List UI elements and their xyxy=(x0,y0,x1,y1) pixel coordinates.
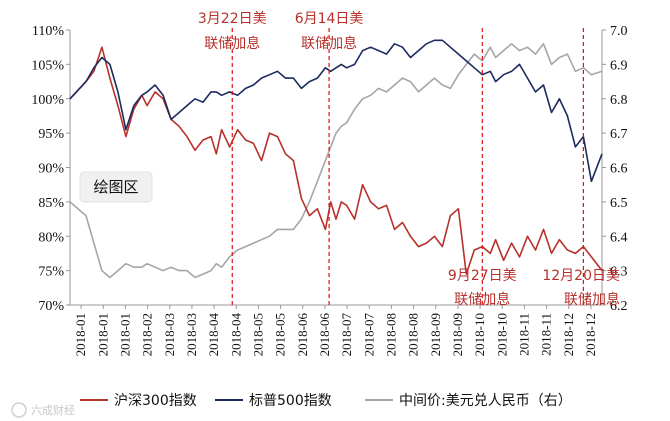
y-right-tick-label: 6.3 xyxy=(610,265,628,280)
y-left-tick-label: 90% xyxy=(38,162,64,177)
x-tick-label: 2018-01 xyxy=(73,313,88,356)
axes: 70% 75% 80% 85% 90% 95% 100% 105% 110% 6.2 6.3 6.4 6… xyxy=(31,24,627,356)
event-label-date: 9月27日美 xyxy=(448,268,517,284)
legend-label-1: 标普500指数 xyxy=(249,393,332,409)
event-lines: 3月22日美联储加息6月14日美联储加息9月27日美联储加息12月20日美联储加… xyxy=(198,11,620,308)
event-label-date: 3月22日美 xyxy=(198,11,267,27)
x-tick-label: 2018-11 xyxy=(539,313,554,356)
event-label-text: 联储加息 xyxy=(204,35,260,52)
legend-label-2: 中间价:美元兑人民币（右） xyxy=(399,393,572,409)
y-right-tick-label: 6.5 xyxy=(610,196,628,211)
y-right-tick-label: 6.8 xyxy=(610,93,628,108)
x-tick-label: 2018-10 xyxy=(472,313,487,356)
x-tick-label: 2018-03 xyxy=(162,313,177,356)
x-tick-label: 2018-01 xyxy=(95,313,110,356)
x-tick-label: 2018-08 xyxy=(406,313,421,356)
y-left-tick-label: 105% xyxy=(31,58,64,73)
series-line-1 xyxy=(69,39,603,183)
event-label-text: 联储加息 xyxy=(301,35,357,52)
legend-label-0: 沪深300指数 xyxy=(114,393,197,409)
y-right-tick-label: 6.7 xyxy=(610,127,628,142)
watermark-icon xyxy=(11,402,27,418)
x-tick-label: 2018-02 xyxy=(140,313,155,356)
series-line-0 xyxy=(69,46,603,275)
y-left-tick-label: 100% xyxy=(31,93,64,108)
event-label-text: 联储加息 xyxy=(564,291,620,308)
y-left-tick-label: 110% xyxy=(32,24,64,39)
y-left-tick-label: 95% xyxy=(38,127,64,142)
y-right-tick-label: 6.9 xyxy=(610,58,628,73)
plot-area-tag-label: 绘图区 xyxy=(93,178,138,196)
y-left-tick-label: 75% xyxy=(38,265,64,280)
x-tick-label: 2018-04 xyxy=(206,313,221,357)
y-right-tick-label: 6.4 xyxy=(610,230,628,245)
x-tick-label: 2018-08 xyxy=(383,313,398,356)
x-tick-label: 2018-03 xyxy=(184,313,199,356)
series-line-2 xyxy=(69,42,603,279)
x-tick-label: 2018-06 xyxy=(295,313,310,357)
watermark: 六成财经 xyxy=(11,402,75,418)
x-tick-label: 2018-11 xyxy=(516,313,531,356)
event-label-text: 联储加息 xyxy=(454,291,510,308)
x-tick-label: 2018-10 xyxy=(494,313,509,356)
x-tick-label: 2018-07 xyxy=(339,313,354,357)
x-tick-label: 2018-09 xyxy=(450,313,465,356)
x-tick-label: 2018-07 xyxy=(361,313,376,357)
event-label-date: 6月14日美 xyxy=(295,11,364,27)
x-tick-label: 2018-05 xyxy=(273,313,288,356)
x-tick-label: 2018-01 xyxy=(117,313,132,356)
y-left-tick-label: 70% xyxy=(38,299,64,314)
x-tick-label: 2018-12 xyxy=(583,313,598,356)
y-right-tick-label: 6.6 xyxy=(610,162,628,177)
legend: 沪深300指数 标普500指数 中间价:美元兑人民币（右） xyxy=(80,393,572,409)
event-label-date: 12月20日美 xyxy=(542,268,620,284)
y-left-tick-label: 80% xyxy=(38,230,64,245)
x-tick-label: 2018-09 xyxy=(428,313,443,356)
y-right-tick-label: 6.2 xyxy=(610,299,628,314)
plot-area-tag-box xyxy=(79,171,153,203)
series-lines xyxy=(69,39,603,279)
y-left-tick-label: 85% xyxy=(38,196,64,211)
x-tick-label: 2018-12 xyxy=(561,313,576,356)
x-tick-label: 2018-05 xyxy=(250,313,265,356)
x-tick-label: 2018-04 xyxy=(228,313,243,357)
plot-area-tag: 绘图区 xyxy=(79,171,153,203)
watermark-text: 六成财经 xyxy=(31,403,75,417)
y-right-tick-label: 7.0 xyxy=(610,24,628,39)
x-tick-label: 2018-06 xyxy=(317,313,332,357)
